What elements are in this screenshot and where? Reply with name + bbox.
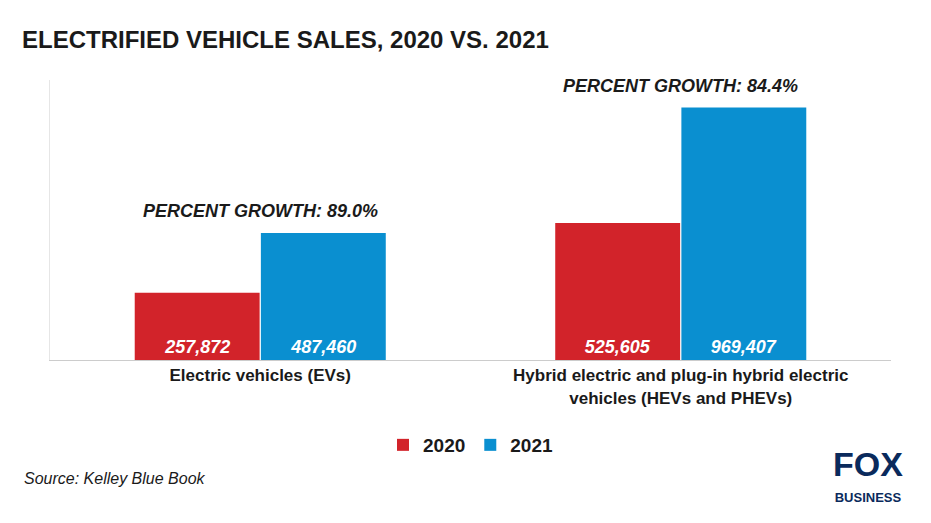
svg-text:FOXBUSINESS: FOXBUSINESS (833, 445, 903, 505)
svg-text:2020: 2020 (423, 435, 465, 456)
svg-text:525,605: 525,605 (585, 337, 651, 357)
svg-text:2021: 2021 (510, 435, 553, 456)
svg-text:ELECTRIFIED VEHICLE SALES, 202: ELECTRIFIED VEHICLE SALES, 2020 VS. 2021 (22, 26, 549, 53)
svg-text:Electric vehicles (EVs): Electric vehicles (EVs) (170, 366, 351, 385)
svg-text:Source: Kelley Blue Book: Source: Kelley Blue Book (24, 470, 206, 487)
svg-text:969,407: 969,407 (711, 337, 777, 357)
svg-text:PERCENT GROWTH: 89.0%: PERCENT GROWTH: 89.0% (143, 201, 378, 221)
svg-text:Hybrid electric and plug-in hy: Hybrid electric and plug-in hybrid elect… (513, 366, 848, 407)
svg-text:487,460: 487,460 (290, 337, 356, 357)
svg-text:257,872: 257,872 (164, 337, 230, 357)
svg-text:PERCENT GROWTH: 84.4%: PERCENT GROWTH: 84.4% (563, 76, 798, 96)
